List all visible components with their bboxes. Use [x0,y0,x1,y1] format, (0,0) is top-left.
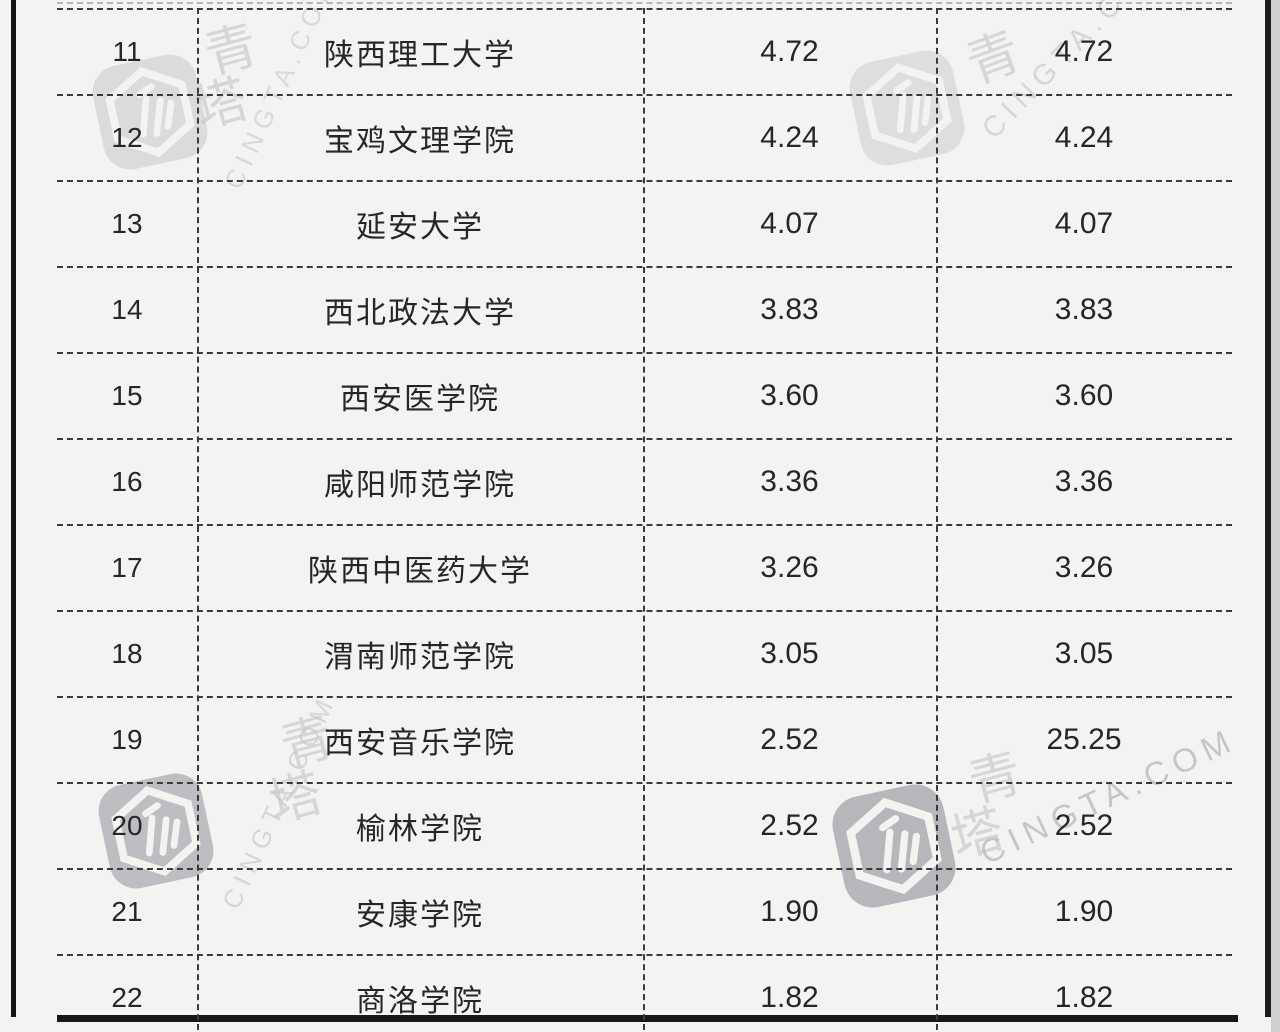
score-cell: 4.24 [760,121,819,154]
rank-cell: 11 [112,36,142,67]
table-bottom-border [57,1015,1238,1022]
table-right-border [1265,0,1271,1017]
score2-cell: 4.72 [1054,35,1114,68]
score2-cell: 3.60 [1054,379,1114,412]
score2-cell: 4.24 [1054,121,1114,154]
score2-cell: 2.52 [1054,809,1114,842]
university-cell: 陕西中医药大学 [308,555,532,588]
score2-cell: 3.26 [1054,551,1114,584]
rank-cell: 20 [111,810,143,841]
rank-cell: 21 [111,896,143,927]
score-cell: 3.26 [760,551,819,584]
column-divider [936,8,938,1032]
rank-cell: 22 [111,982,143,1013]
rank-cell: 18 [111,638,143,669]
university-cell: 商洛学院 [356,985,484,1018]
score-cell: 1.90 [760,895,819,928]
rank-cell: 12 [111,122,143,153]
score-cell: 4.07 [760,207,819,240]
column-divider [197,8,199,1032]
table-left-border [11,0,16,1017]
rank-cell: 14 [111,294,143,325]
rank-cell: 17 [111,552,143,583]
score-cell: 4.72 [760,35,819,68]
rank-cell: 16 [111,466,143,497]
scan-artifact-line [57,2,1232,4]
university-cell: 延安大学 [356,211,484,244]
scan-edge-strip [1271,0,1280,1032]
university-cell: 咸阳师范学院 [324,469,516,502]
score2-cell: 25.25 [1046,723,1122,756]
score-cell: 3.05 [760,637,819,670]
rank-cell: 19 [111,724,143,755]
university-cell: 西安医学院 [340,383,500,416]
score-cell: 2.52 [760,809,819,842]
score-cell: 1.82 [760,981,819,1014]
rank-cell: 13 [111,208,143,239]
table-row: 19 西安音乐学院 2.52 25.25 [57,696,1232,782]
score2-cell: 3.83 [1054,293,1114,326]
score-cell: 2.52 [760,723,819,756]
score-cell: 3.36 [760,465,819,498]
rank-cell: 15 [111,380,143,411]
university-cell: 榆林学院 [356,813,484,846]
university-cell: 陕西理工大学 [324,39,516,72]
university-cell: 西北政法大学 [324,297,516,330]
university-cell: 宝鸡文理学院 [324,125,516,158]
university-cell: 西安音乐学院 [324,727,516,760]
score2-cell: 4.07 [1054,207,1114,240]
university-cell: 安康学院 [356,899,484,932]
score2-cell: 3.36 [1054,465,1114,498]
score2-cell: 3.05 [1054,637,1114,670]
university-cell: 渭南师范学院 [324,641,516,674]
score2-cell: 1.82 [1054,981,1114,1014]
column-divider [643,8,645,1032]
score-cell: 3.83 [760,293,819,326]
score2-cell: 1.90 [1054,895,1114,928]
ranking-table: 11 陕西理工大学 4.72 4.72 12 宝鸡文理学院 4.24 4.24 … [57,8,1232,1032]
score-cell: 3.60 [760,379,819,412]
